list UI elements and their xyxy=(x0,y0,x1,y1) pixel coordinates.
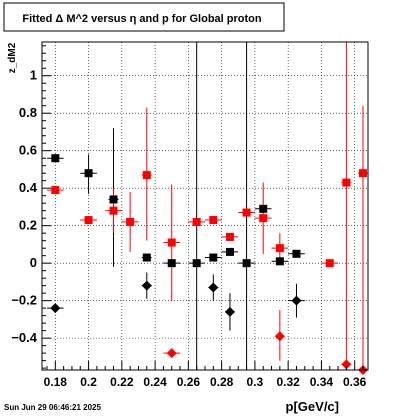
data-point-square xyxy=(259,214,268,223)
data-point-square xyxy=(192,259,201,268)
data-point-diamond xyxy=(141,280,152,291)
data-point-square xyxy=(84,169,93,178)
y-tick-label: 0.6 xyxy=(19,143,37,158)
timestamp: Sun Jun 29 06:46:21 2025 xyxy=(4,403,101,412)
title-box xyxy=(3,2,285,32)
y-tick-label: −0.4 xyxy=(11,330,37,345)
x-tick-label: 0.22 xyxy=(110,375,134,389)
data-point-square xyxy=(167,259,176,268)
y-tick-label: 0 xyxy=(30,255,37,270)
data-point-square xyxy=(192,217,201,226)
data-point-square xyxy=(275,257,284,266)
data-point-diamond xyxy=(166,348,177,359)
x-tick-label: 0.26 xyxy=(177,375,201,389)
y-tick-label: 0.8 xyxy=(19,105,37,120)
data-point-diamond xyxy=(208,282,219,293)
x-tick-label: 0.36 xyxy=(343,375,367,389)
data-point-square xyxy=(142,171,151,180)
data-point-square xyxy=(242,259,251,268)
x-tick-label: 0.34 xyxy=(310,375,334,389)
data-point-square xyxy=(209,216,218,225)
y-tick-label: 0.2 xyxy=(19,218,37,233)
data-point-square xyxy=(292,249,301,258)
data-point-square xyxy=(167,238,176,247)
data-point-square xyxy=(126,217,135,226)
x-tick-label: 0.2 xyxy=(80,375,97,389)
y-tick-label: −0.2 xyxy=(11,293,37,308)
data-point-diamond xyxy=(224,306,235,317)
y-tick-labels: −0.4 −0.2 0 0.2 0.4 0.6 0.8 1 xyxy=(11,68,37,345)
x-tick-label: 0.32 xyxy=(276,375,300,389)
data-point-square xyxy=(259,204,268,213)
data-point-square xyxy=(142,253,151,262)
chart-title: Fitted Δ M^2 versus η and p for Global p… xyxy=(22,13,262,25)
x-axis-label: p[GeV/c] xyxy=(286,399,339,414)
data-point-square xyxy=(109,206,118,215)
data-point-square xyxy=(225,247,234,256)
x-tick-label: 0.18 xyxy=(44,375,68,389)
data-point-square xyxy=(209,253,218,262)
y-tick-label: 0.4 xyxy=(19,180,38,195)
data-point-diamond xyxy=(274,331,285,342)
data-point-square xyxy=(359,169,368,178)
data-point-square xyxy=(275,244,284,253)
data-point-square xyxy=(342,178,351,187)
x-tick-labels: 0.18 0.2 0.22 0.24 0.26 0.28 0.3 0.32 0.34 0.36 xyxy=(44,375,367,389)
data-point-square xyxy=(225,232,234,241)
y-axis-label: z_dM2 xyxy=(7,42,18,73)
data-point-square xyxy=(325,259,334,268)
data-point-diamond xyxy=(50,303,61,314)
axis-ticks xyxy=(42,45,364,370)
x-tick-label: 0.24 xyxy=(143,375,167,389)
data-point-square xyxy=(109,195,118,204)
data-point-square xyxy=(51,186,60,195)
data-point-square xyxy=(242,208,251,217)
y-tick-label: 1 xyxy=(30,68,37,83)
data-point-diamond xyxy=(341,359,352,370)
data-point-square xyxy=(51,154,60,163)
data-point-diamond xyxy=(291,295,302,306)
data-point-square xyxy=(84,216,93,225)
x-tick-label: 0.3 xyxy=(247,375,264,389)
x-tick-label: 0.28 xyxy=(210,375,234,389)
